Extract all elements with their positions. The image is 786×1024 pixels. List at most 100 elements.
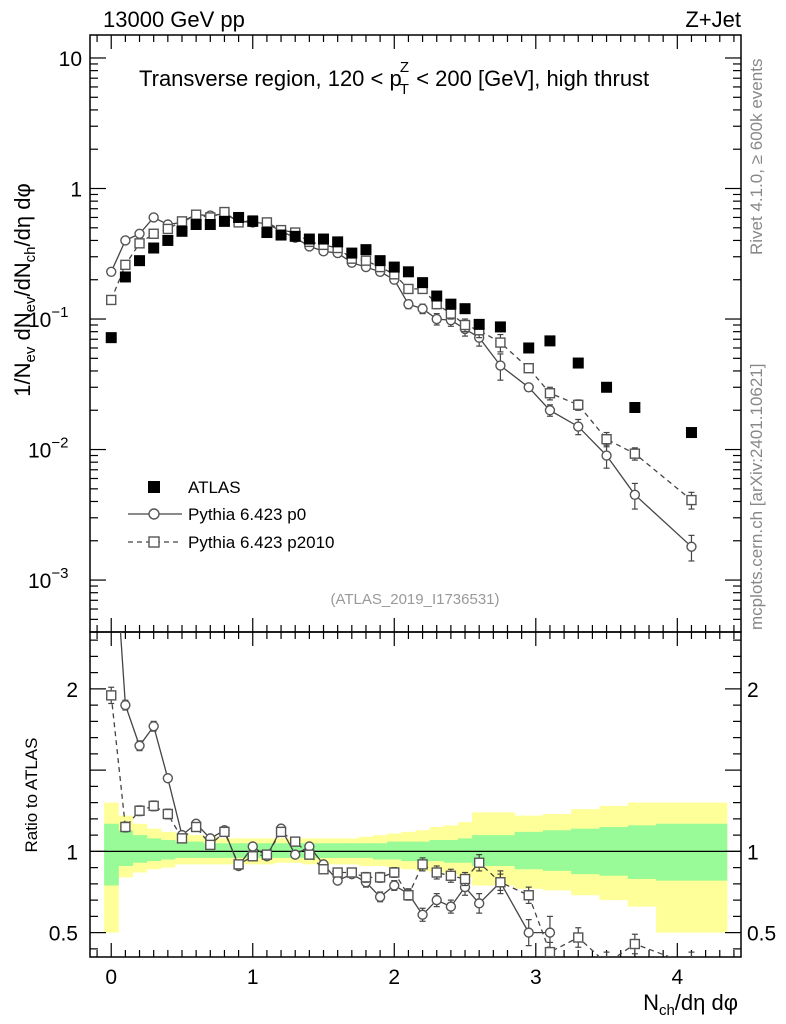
ratio-marker-p2010 [134,805,145,816]
inner-band-bin [387,841,402,860]
y-tick-label-top: 1 [70,179,82,202]
marker-atlas [459,303,471,315]
ratio-marker-p0 [148,721,159,732]
marker-p2010 [360,255,372,266]
marker-atlas [105,332,117,344]
x-tick-label: 4 [671,966,683,989]
inner-band-bin [231,843,247,858]
inner-band-bin [514,831,544,870]
marker-atlas [544,335,556,347]
legend-label-p0: Pythia 6.423 p0 [188,505,306,524]
ratio-marker-p2010 [523,890,534,901]
x-tick-label: 3 [530,966,542,989]
ratio-marker-p2010 [445,870,457,881]
marker-atlas [134,255,146,267]
marker-p2010 [261,217,273,228]
marker-p2010 [148,228,159,239]
errbar-ratio [603,951,610,957]
ratio-marker-p2010 [205,839,216,851]
inner-band-bin [627,825,657,879]
ratio-marker-p2010 [346,867,358,878]
ratio-marker-p2010 [304,849,315,860]
marker-p2010 [176,216,188,227]
ratio-marker-p2010 [106,690,117,701]
line-p2010-top [110,211,692,501]
inner-band-bin [486,835,516,866]
marker-atlas [119,271,131,283]
ratio-marker-p0 [120,699,131,711]
marker-p0 [134,228,145,239]
inner-band-bin [118,830,133,866]
marker-atlas [388,261,400,273]
errbar-ratio [108,478,114,511]
errbar-ratio [688,951,695,957]
plot-frames [89,34,742,958]
ratio-marker-p2010 [290,836,301,847]
marker-p2010 [162,223,174,235]
inner-band-bin [189,841,204,858]
ratio-marker-p2010 [544,946,556,957]
marker-atlas [261,227,273,239]
chart-title: Transverse region, 120 < pTZ < 200 [GeV]… [139,59,649,98]
ratio-plot-frame [89,631,742,958]
y-tick-base: 10 [28,309,51,332]
marker-p2010 [573,399,584,411]
legend-label-atlas: ATLAS [188,478,241,497]
marker-atlas [601,381,613,393]
data-markers [105,206,697,968]
title-sup: Z [400,59,409,76]
marker-atlas [473,318,485,330]
marker-p2010 [495,337,506,348]
ratio-marker-p2010 [602,959,611,968]
inner-band-bin [429,840,445,862]
marker-atlas [374,255,386,267]
inner-band-bin [217,843,233,858]
inner-band-bin [656,823,728,881]
marker-p2010 [403,283,414,295]
x-tick-label: 0 [105,966,117,989]
inner-band-bin [316,843,332,858]
ratio-marker-p2010 [459,873,471,885]
title-sub: T [400,81,409,98]
ratio-marker-p2010 [389,867,400,878]
ratio-marker-p0 [247,841,258,852]
marker-p0 [629,489,641,501]
inner-band-bin [132,835,148,863]
ratio-marker-p2010 [275,826,287,838]
y-tick-label-ratio-right: 2 [747,679,759,702]
marker-p0 [544,405,556,416]
ratio-marker-p2010 [495,877,506,888]
y-tick-label-ratio-left: 0.5 [49,923,78,946]
marker-atlas [148,242,160,254]
inner-band-bin [330,843,346,858]
y-tick-exp: −3 [51,565,68,582]
legend-label-p2010: Pythia 6.423 p2010 [188,533,335,552]
ratio-marker-p0 [389,880,400,891]
y-tick-label-top: 10−1 [28,304,68,332]
ratio-marker-p0 [417,909,428,920]
legend-marker-p0 [148,508,160,520]
marker-atlas [176,225,188,237]
ratio-marker-p2010 [247,851,258,862]
inner-band-bin [174,841,190,858]
ratio-marker-p2010 [190,821,202,833]
ratio-marker-p0 [445,901,457,912]
ratio-marker-p0 [162,773,174,784]
ratio-marker-p2010 [120,821,131,833]
inner-band-bin [273,843,289,858]
marker-p2010 [544,388,556,399]
marker-p0 [523,382,534,393]
marker-p0 [403,298,414,310]
marker-p2010 [106,294,117,306]
y-axis-label-top: 1/Nev dNev/dNch/dη dφ [10,183,39,396]
marker-p0 [431,313,442,325]
y-tick-label-ratio-left: 1 [66,841,78,864]
ratio-marker-p2010 [374,872,386,883]
marker-p2010 [459,319,471,331]
marker-p2010 [445,308,457,319]
marker-p2010 [686,494,697,506]
marker-atlas [431,290,443,302]
ratio-marker-p2010 [162,808,174,820]
